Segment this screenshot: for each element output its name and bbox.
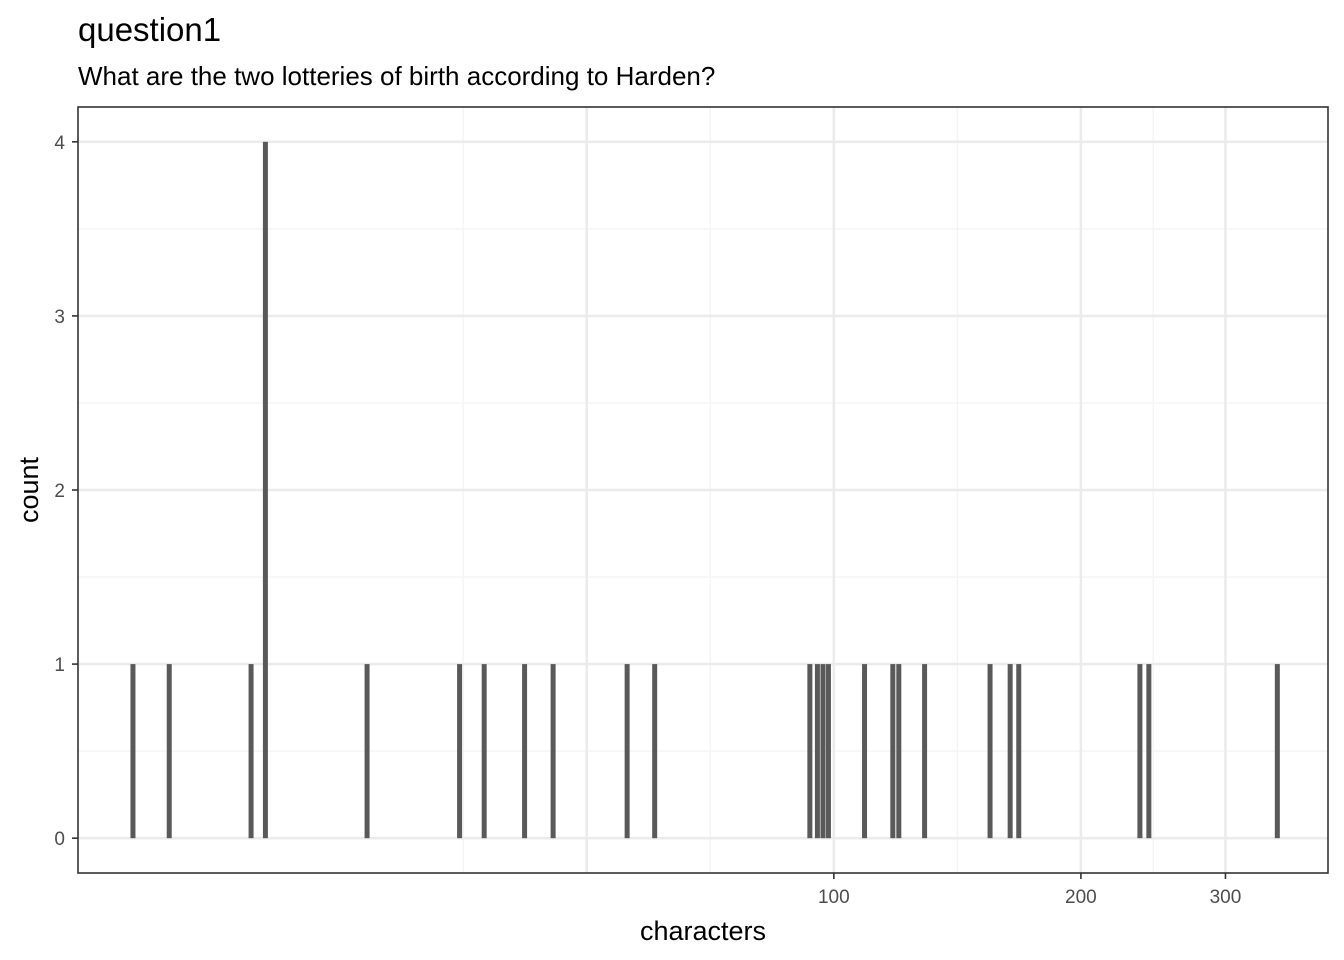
- histogram-bar: [550, 664, 556, 839]
- histogram-bar: [862, 664, 868, 839]
- histogram-bar: [130, 664, 136, 839]
- histogram-bar: [1274, 664, 1280, 839]
- histogram-bar: [896, 664, 902, 839]
- y-tick-label: 2: [54, 481, 65, 502]
- histogram-bar: [807, 664, 813, 839]
- histogram-bar: [922, 664, 928, 839]
- y-tick-label: 1: [54, 655, 65, 676]
- y-tick-label: 3: [54, 307, 65, 328]
- histogram-bar: [1146, 664, 1152, 839]
- histogram-bar: [1137, 664, 1143, 839]
- histogram-bar: [481, 664, 487, 839]
- bars: [130, 141, 1280, 839]
- chart-title: question1: [78, 11, 221, 48]
- x-axis-title: characters: [640, 916, 766, 946]
- histogram-bar: [262, 141, 268, 839]
- histogram-bar: [814, 664, 820, 839]
- histogram-bar: [987, 664, 993, 839]
- histogram-bar: [166, 664, 172, 839]
- histogram-bar: [1016, 664, 1022, 839]
- y-tick-label: 0: [54, 829, 65, 850]
- x-tick-label: 200: [1065, 887, 1097, 908]
- chart-subtitle: What are the two lotteries of birth acco…: [78, 61, 715, 91]
- histogram-bar: [652, 664, 658, 839]
- axes: 0 1 2 3 4 100 200 300: [54, 133, 1241, 908]
- histogram-bar: [1007, 664, 1013, 839]
- y-tick-label: 4: [54, 133, 65, 154]
- histogram-bar: [522, 664, 528, 839]
- histogram-bar: [248, 664, 254, 839]
- histogram-bar: [825, 664, 831, 839]
- histogram-bar: [457, 664, 463, 839]
- x-tick-label: 300: [1210, 887, 1242, 908]
- histogram-bar: [820, 664, 826, 839]
- x-tick-label: 100: [818, 887, 850, 908]
- y-axis-title: count: [14, 456, 44, 523]
- histogram-bar: [364, 664, 370, 839]
- histogram-bar: [624, 664, 630, 839]
- histogram-bar: [890, 664, 896, 839]
- grid-lines: [78, 107, 1328, 873]
